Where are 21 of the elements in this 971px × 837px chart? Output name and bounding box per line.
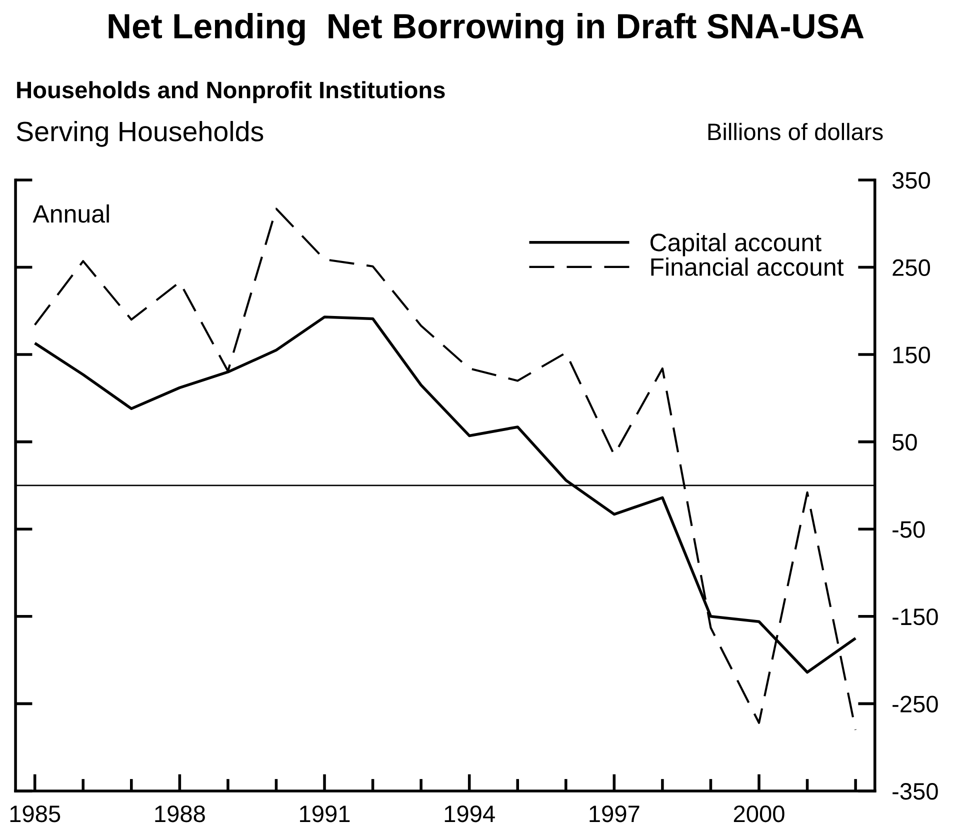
x-tick-label: 2000 — [734, 805, 784, 822]
y-tick-label: 250 — [892, 259, 930, 276]
legend-label: Financial account — [651, 258, 844, 276]
x-tick-label: 1994 — [444, 805, 495, 822]
text: Households and Nonprofit Institutions — [17, 81, 445, 104]
text: Serving Households — [16, 120, 264, 147]
y-tick-label: 150 — [893, 346, 930, 364]
legend-label: Capital account — [650, 233, 822, 256]
y-tick-label: -150 — [892, 608, 938, 626]
x-tick-label: 1997 — [590, 805, 640, 822]
y-tick-label: -50 — [892, 521, 925, 538]
x-tick-label: 1985 — [10, 805, 60, 822]
y-tick-label: 350 — [892, 172, 930, 189]
y-tick-label: -250 — [892, 696, 938, 712]
y-tick-label: -350 — [892, 783, 938, 800]
x-tick-label: 1991 — [300, 805, 350, 822]
annotation: Annual — [32, 204, 109, 223]
chart-title: Net Lending Net Borrowing in Draft SNA-USA — [108, 13, 864, 46]
y-axis-title: Billions of dollars — [708, 122, 883, 140]
x-tick-label: 1988 — [155, 805, 205, 822]
y-tick-label: 50 — [892, 434, 917, 451]
